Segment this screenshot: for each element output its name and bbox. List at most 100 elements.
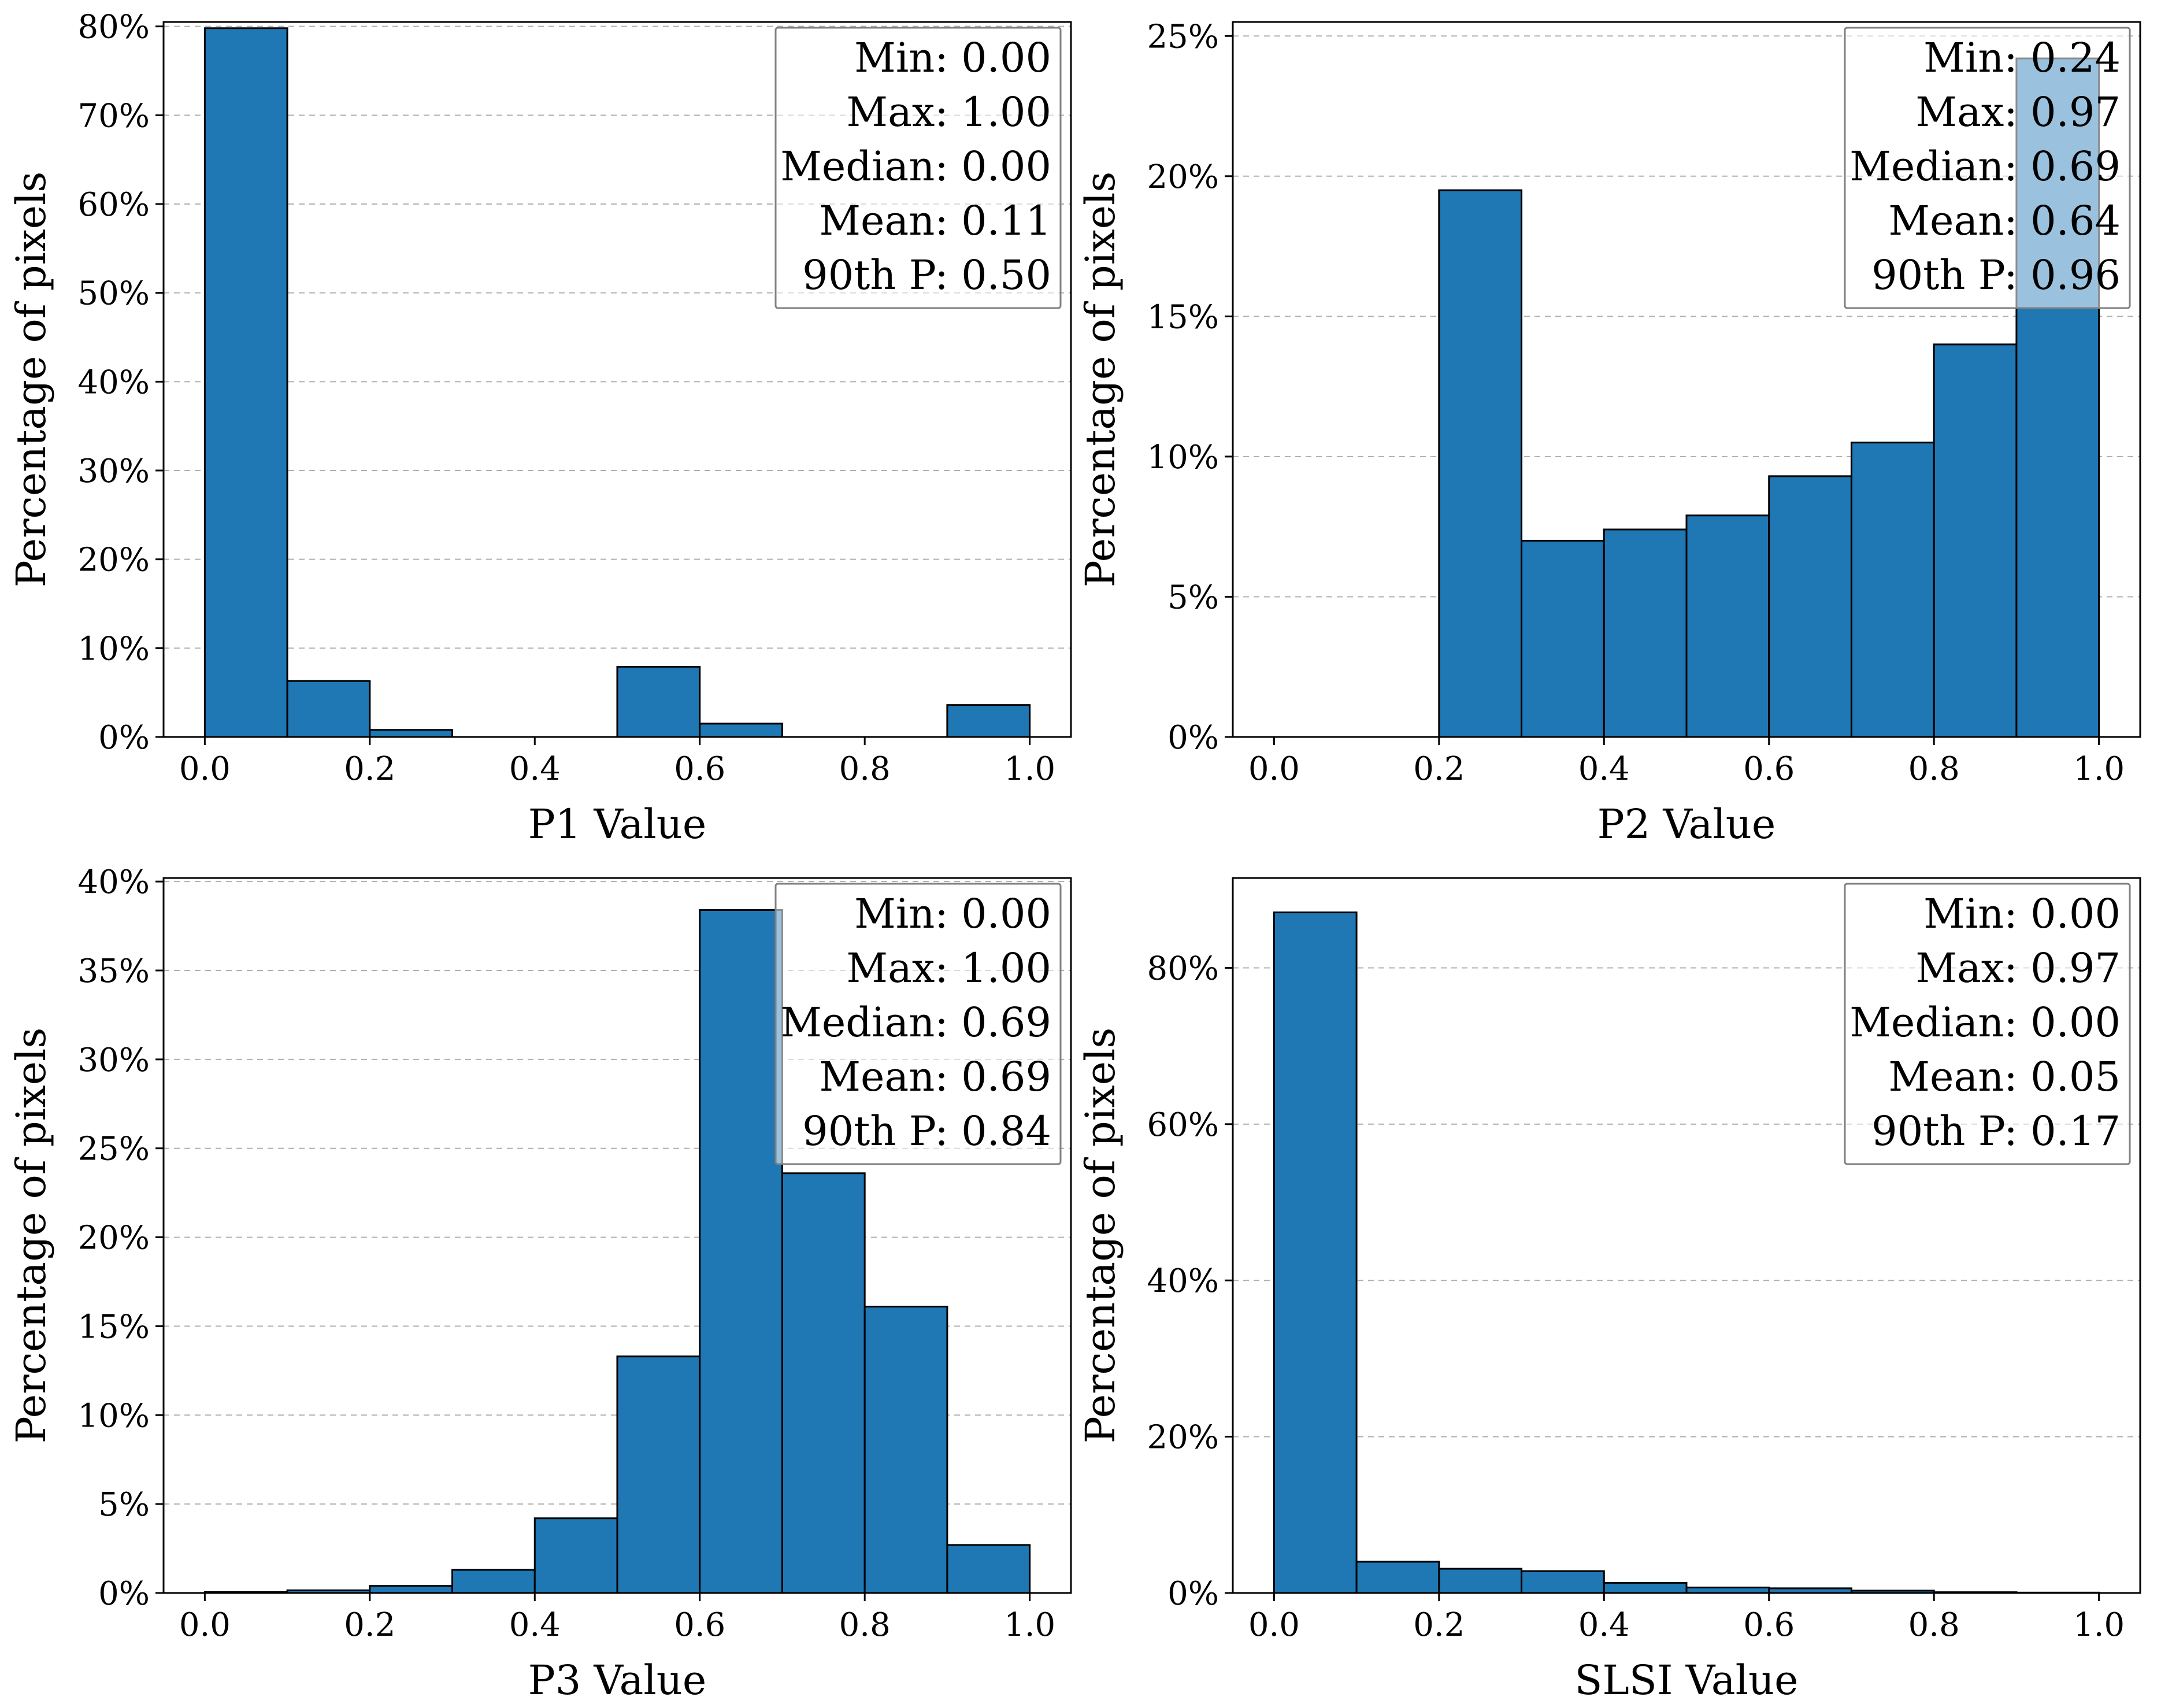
p2-bar (1603, 528, 1688, 738)
p3-xtick-label: 0.0 (179, 1606, 231, 1644)
p2-xtick-label: 0.0 (1248, 750, 1300, 788)
slsi-axes-frame (1232, 877, 2141, 1594)
p1-ytick-label: 80% (78, 9, 150, 46)
slsi-xtick-label: 0.2 (1413, 1606, 1465, 1644)
p3-ytick-label: 40% (78, 864, 150, 901)
slsi-stat-line: Mean: 0.05 (1888, 1053, 2121, 1101)
slsi-stat-line: Max: 0.97 (1915, 944, 2121, 992)
slsi-bar (1603, 1581, 1688, 1594)
p2-stat-line: 90th P: 0.96 (1871, 251, 2121, 299)
p3-bar (699, 909, 783, 1594)
p2-bar (1768, 475, 1852, 738)
p2-ytick-label: 20% (1147, 158, 1219, 196)
p3-ytick-label: 0% (98, 1575, 150, 1613)
p2-xtick-label: 1.0 (2073, 750, 2125, 788)
p3-bar (616, 1355, 701, 1594)
p1-ytick-label: 10% (78, 630, 150, 668)
p2-stat-line: Max: 0.97 (1915, 88, 2121, 136)
p3-stat-line: 90th P: 0.84 (802, 1107, 1051, 1155)
p1-bar (699, 723, 783, 738)
p1-y-axis-title: Percentage of pixels (8, 172, 55, 588)
p1-bar (946, 704, 1031, 738)
p1-ytick-label: 40% (78, 364, 150, 401)
p3-bar (863, 1306, 948, 1594)
p1-stat-line: Mean: 0.11 (819, 197, 1051, 244)
slsi-ytick-label: 80% (1147, 950, 1219, 987)
p1-bar (203, 27, 288, 738)
p3-xtick-label: 0.2 (344, 1606, 395, 1644)
p3-ytick-label: 25% (78, 1131, 150, 1168)
slsi-ytick-label: 20% (1147, 1419, 1219, 1457)
p2-ytick-label: 15% (1147, 298, 1219, 336)
p1-axes-frame (162, 21, 1072, 738)
slsi-stats-box (1844, 883, 2131, 1165)
p2-stats-box (1844, 27, 2131, 309)
slsi-ytick-label: 60% (1147, 1106, 1219, 1144)
p3-xtick-label: 0.8 (839, 1606, 891, 1644)
p2-ytick-label: 5% (1167, 579, 1219, 616)
p2-y-axis-title: Percentage of pixels (1077, 172, 1124, 588)
p2-stat-line: Min: 0.24 (1923, 34, 2121, 81)
p3-xtick-label: 0.4 (509, 1606, 561, 1644)
p1-stat-line: Median: 0.00 (780, 143, 1051, 190)
p2-x-axis-title: P2 Value (1597, 801, 1776, 848)
p3-bar (781, 1172, 866, 1594)
slsi-xtick-label: 0.8 (1908, 1606, 1960, 1644)
p1-ytick-label: 0% (98, 719, 150, 757)
p2-xtick-label: 0.6 (1743, 750, 1795, 788)
p2-xtick-label: 0.2 (1413, 750, 1465, 788)
p3-y-axis-title: Percentage of pixels (8, 1028, 55, 1444)
p3-ytick-label: 10% (78, 1397, 150, 1435)
p1-xtick-label: 0.0 (179, 750, 231, 788)
p1-xtick-label: 1.0 (1004, 750, 1055, 788)
p2-bar (1438, 189, 1523, 738)
p1-stats-box (774, 27, 1062, 309)
p3-xtick-label: 1.0 (1004, 1606, 1055, 1644)
slsi-ytick-label: 40% (1147, 1262, 1219, 1300)
slsi-histogram-panel: 0.0 0.2 0.4 0.6 0.8 1.0 0% 20% 40% 60% 80% SLSI Val… (1077, 877, 2141, 1704)
slsi-ytick-label: 0% (1167, 1575, 1219, 1613)
p1-ytick-label: 50% (78, 275, 150, 313)
p1-ytick-label: 30% (78, 453, 150, 490)
p2-ytick-label: 25% (1147, 18, 1219, 55)
p2-bar (1685, 514, 1770, 738)
p2-histogram-panel: 0.0 0.2 0.4 0.6 0.8 1.0 0% 5% 10% 15% 20% 25% P2 Val… (1077, 18, 2141, 848)
p1-stat-line: Min: 0.00 (854, 34, 1051, 81)
p2-bar (1933, 343, 2018, 738)
p3-ytick-label: 5% (98, 1486, 150, 1524)
slsi-stat-line: 90th P: 0.17 (1871, 1107, 2121, 1155)
p3-bar (451, 1569, 536, 1594)
p3-ytick-label: 20% (78, 1220, 150, 1257)
p2-bar (1850, 442, 1935, 738)
p2-axes-frame (1232, 21, 2141, 738)
p3-bar (533, 1517, 618, 1594)
slsi-xtick-label: 1.0 (2073, 1606, 2125, 1644)
p3-stat-line: Min: 0.00 (854, 890, 1051, 938)
p1-histogram-panel: 0.0 0.2 0.4 0.6 0.8 1.0 0% 10% 20% 30% 40% 50% 60% 70… (8, 9, 1072, 848)
p2-xtick-label: 0.4 (1578, 750, 1630, 788)
p3-stats-box (774, 883, 1062, 1165)
p2-xtick-label: 0.8 (1908, 750, 1960, 788)
p3-histogram-panel: 0.0 0.2 0.4 0.6 0.8 1.0 0% 5% 10% 15% 20% 25% 30% 35%… (8, 864, 1072, 1704)
slsi-stat-line: Min: 0.00 (1923, 890, 2121, 938)
p1-bar (616, 666, 701, 738)
p3-axes-frame (162, 877, 1072, 1594)
p3-ytick-label: 15% (78, 1308, 150, 1346)
p2-ytick-label: 10% (1147, 439, 1219, 476)
slsi-y-axis-title: Percentage of pixels (1077, 1028, 1124, 1444)
p2-bar (1521, 539, 1605, 738)
slsi-bar (1355, 1561, 1440, 1594)
p1-bar (369, 729, 454, 738)
p2-stat-line: Median: 0.69 (1849, 143, 2121, 190)
p1-xtick-label: 0.8 (839, 750, 891, 788)
slsi-bar (1521, 1570, 1605, 1594)
p3-ytick-label: 30% (78, 1042, 150, 1079)
p1-ytick-label: 20% (78, 542, 150, 579)
p3-ytick-label: 35% (78, 953, 150, 990)
p3-stat-line: Median: 0.69 (780, 999, 1051, 1046)
slsi-bar (1273, 911, 1358, 1594)
slsi-stat-line: Median: 0.00 (1849, 999, 2121, 1046)
p1-ytick-label: 60% (78, 186, 150, 224)
p3-x-axis-title: P3 Value (528, 1657, 707, 1704)
